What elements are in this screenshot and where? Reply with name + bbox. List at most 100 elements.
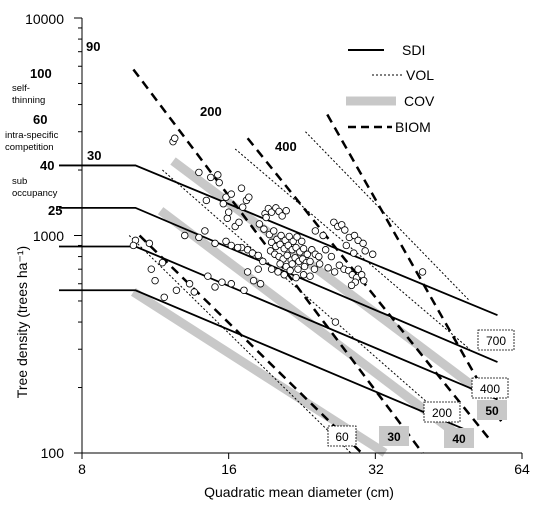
data-point	[350, 249, 358, 257]
y-tick-label: 10000	[25, 11, 64, 27]
data-point	[335, 261, 344, 269]
data-point	[292, 273, 300, 282]
data-point	[219, 200, 228, 208]
data-point	[342, 241, 351, 250]
x-tick-label: 16	[221, 461, 237, 477]
data-point	[211, 283, 219, 291]
data-point	[255, 220, 264, 228]
zone-label-sub-occupancy: sub occupancy	[12, 176, 58, 199]
data-point	[327, 252, 336, 261]
data-point	[260, 225, 268, 233]
data-point	[224, 208, 233, 216]
data-point	[151, 276, 159, 285]
data-point	[298, 237, 306, 246]
data-point	[171, 134, 179, 142]
data-point	[311, 227, 320, 235]
data-point	[303, 250, 311, 258]
data-point	[270, 227, 278, 235]
data-point	[299, 271, 308, 279]
data-point	[282, 207, 290, 215]
data-point	[222, 237, 230, 246]
data-point	[215, 178, 223, 187]
y-tick-label: 100	[41, 445, 65, 461]
biom-label-400: 400	[275, 139, 297, 154]
biom-line-200	[246, 137, 491, 441]
data-point	[278, 212, 286, 220]
data-point	[299, 244, 308, 253]
data-point	[172, 286, 181, 294]
biom-line-400	[326, 113, 503, 422]
data-point	[262, 213, 270, 222]
data-point	[245, 193, 253, 201]
vol-box-60-label: 60	[335, 430, 349, 444]
vol-box-200: 200	[423, 401, 461, 423]
zone-label-intra-competition: intra-specific competition	[5, 130, 61, 153]
data-point	[227, 190, 235, 198]
data-point	[359, 239, 367, 248]
data-point	[283, 251, 291, 260]
data-point	[227, 241, 235, 250]
x-tick-label: 32	[368, 461, 384, 477]
zone-label-self-thinning: self- thinning	[12, 83, 45, 106]
sdi-label-100: 100	[30, 66, 52, 81]
data-point	[234, 243, 242, 252]
biom-line-30	[138, 234, 363, 454]
cov-line-50	[170, 157, 481, 394]
sdi-label-40: 40	[40, 158, 54, 173]
data-point	[277, 231, 285, 240]
data-point	[211, 239, 219, 248]
legend: SDI VOL COV BIOM	[346, 42, 435, 135]
data-point	[350, 231, 359, 240]
vol-box-700: 700	[477, 329, 515, 351]
data-point	[195, 168, 203, 177]
data-point	[158, 258, 167, 267]
data-point	[315, 260, 324, 268]
data-point	[331, 318, 340, 326]
data-point	[300, 262, 309, 271]
data-point	[195, 233, 203, 242]
data-points	[129, 134, 427, 326]
data-point	[267, 208, 276, 216]
data-point	[190, 288, 198, 296]
data-point	[306, 257, 314, 266]
legend-biom-label: BIOM	[395, 119, 431, 135]
vol-box-200-label: 200	[432, 406, 452, 420]
cov-box-30: 30	[379, 426, 409, 446]
data-point	[129, 241, 138, 250]
vol-line-400	[234, 148, 471, 350]
cov-box-30-label: 30	[387, 430, 401, 444]
vol-box-700-label: 700	[486, 334, 506, 348]
data-point	[310, 265, 319, 273]
data-point	[274, 268, 282, 276]
data-point	[201, 227, 209, 235]
cov-box-50-label: 50	[485, 404, 499, 418]
data-point	[280, 271, 288, 279]
data-point	[243, 268, 252, 276]
data-point	[294, 265, 302, 273]
cov-box-40: 40	[444, 428, 474, 448]
vol-box-400: 400	[471, 377, 509, 399]
data-point	[354, 265, 362, 273]
cov-box-40-label: 40	[452, 432, 466, 446]
data-point	[160, 293, 168, 301]
legend-sdi-label: SDI	[402, 42, 425, 58]
x-ticks	[81, 453, 523, 459]
biom-label-90: 90	[86, 39, 100, 54]
data-point	[207, 173, 215, 182]
data-point	[254, 251, 262, 260]
data-point	[145, 239, 154, 248]
data-point	[239, 203, 247, 211]
data-point	[223, 214, 232, 222]
sdi-label-60: 60	[33, 112, 47, 127]
biom-label-30: 30	[87, 148, 101, 163]
x-tick-label: 64	[514, 461, 530, 477]
data-point	[324, 264, 332, 272]
x-axis-title: Quadratic mean diameter (cm)	[204, 484, 394, 500]
data-point	[321, 246, 330, 254]
data-point	[286, 266, 294, 275]
data-point	[218, 278, 226, 286]
data-point	[237, 184, 246, 192]
data-point	[330, 268, 339, 276]
data-point	[368, 250, 377, 258]
